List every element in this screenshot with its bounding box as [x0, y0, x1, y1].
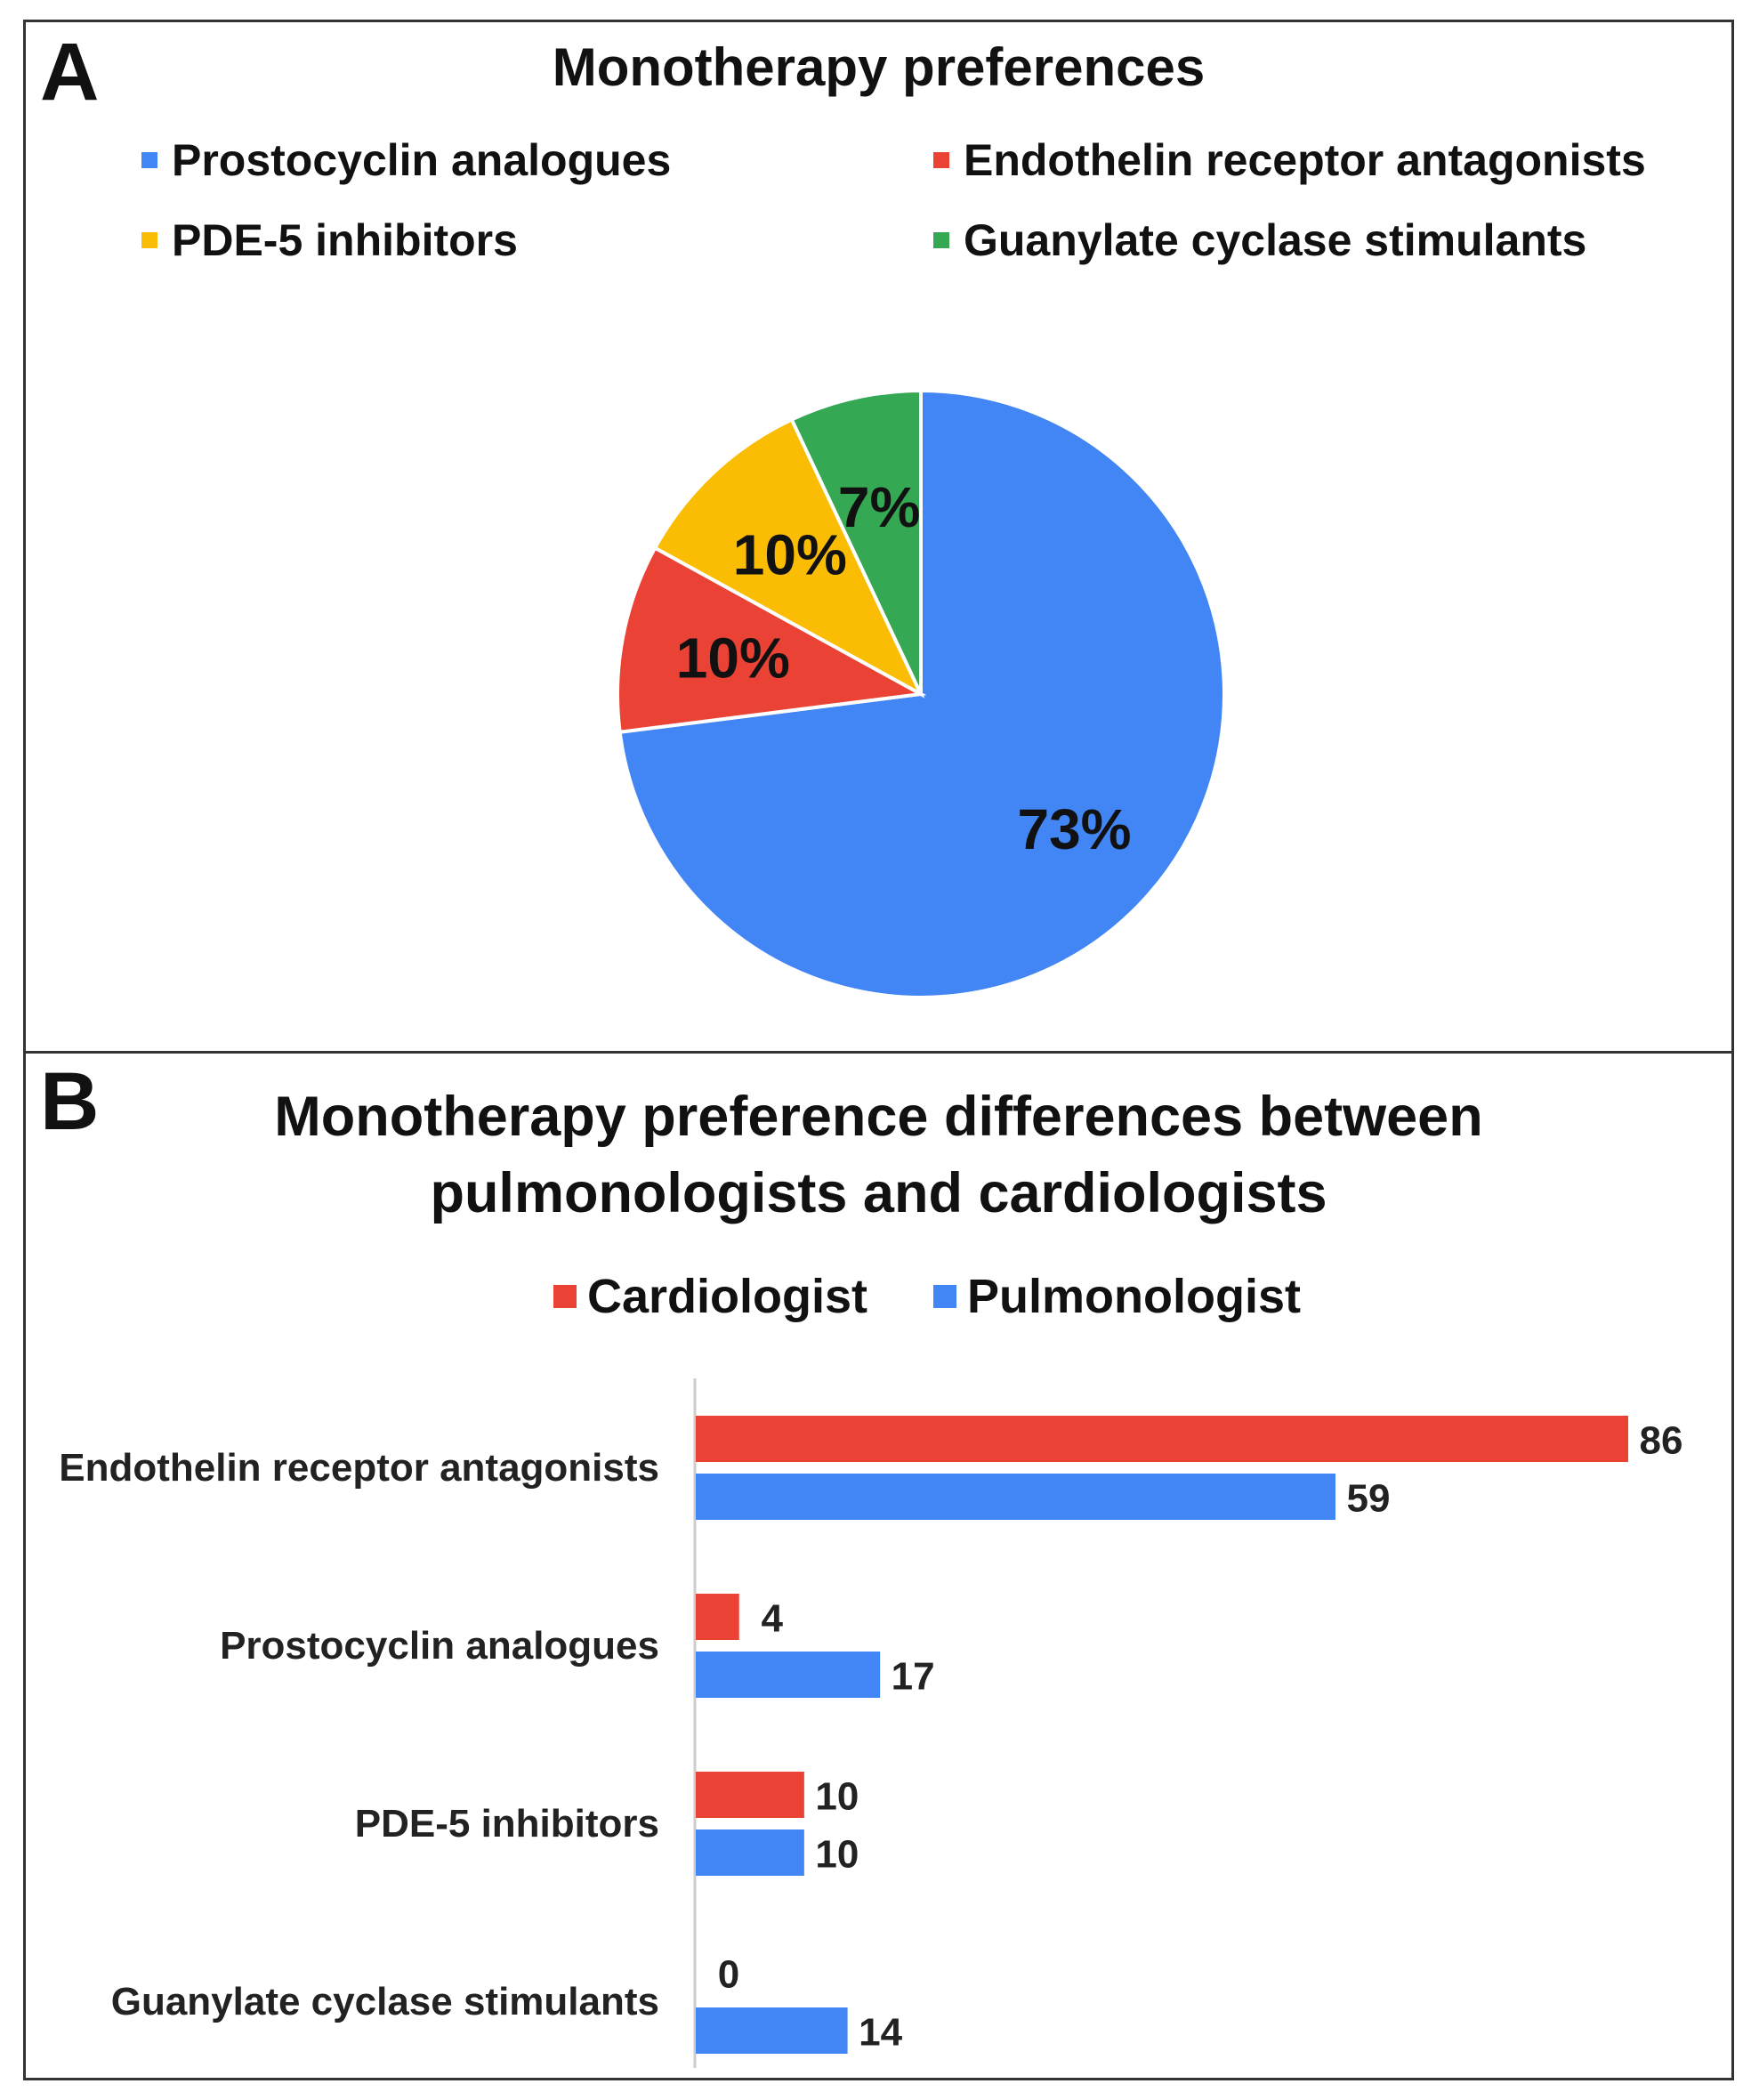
- bar-value-label-pulmonologist-guanylate-cyclase-stimulants: 14: [859, 2011, 902, 2055]
- bar-value-label-cardiologist-endothelin-receptor-antagonists: 86: [1640, 1419, 1683, 1463]
- bar-value-label-pulmonologist-endothelin-receptor-antagonists: 59: [1347, 1477, 1391, 1521]
- pie-slice-endothelin-receptor-antagonists: [616, 545, 927, 734]
- bar-legend-item-cardiologist: Cardiologist: [553, 1272, 867, 1321]
- legend-label: Cardiologist: [587, 1270, 868, 1323]
- bar-pulmonologist-prostocyclin-analogues: [696, 1652, 881, 1698]
- bar-chart: Endothelin receptor antagonists 86 59 Prost…: [59, 1378, 1683, 2068]
- legend-swatch: [933, 1285, 956, 1308]
- legend-label: Prostocyclin analogues: [172, 135, 672, 185]
- pie-legend-item-prostocyclin-analogues: Prostocyclin analogues: [141, 138, 671, 182]
- legend-swatch: [141, 232, 157, 248]
- pie-legend-item-guanylate-cyclase-stimulants: Guanylate cyclase stimulants: [933, 218, 1586, 262]
- pie-chart: 73%10%10%7%: [616, 388, 1226, 999]
- pie-slice-label-guanylate-cyclase-stimulants: 7%: [838, 475, 921, 539]
- bar-cardiologist-endothelin-receptor-antagonists: [696, 1416, 1628, 1462]
- legend-label: Guanylate cyclase stimulants: [964, 215, 1587, 265]
- pie-slice-label-pde-5-inhibitors: 10%: [733, 522, 847, 586]
- category-label-guanylate-cyclase-stimulants: Guanylate cyclase stimulants: [111, 1980, 659, 2023]
- bar-pulmonologist-pde-5-inhibitors: [696, 1829, 804, 1876]
- bar-value-label-cardiologist-guanylate-cyclase-stimulants: 0: [718, 1953, 739, 1997]
- bar-pulmonologist-endothelin-receptor-antagonists: [696, 1474, 1335, 1520]
- category-label-prostocyclin-analogues: Prostocyclin analogues: [220, 1624, 659, 1668]
- pie-slice-pde-5-inhibitors: [652, 416, 925, 699]
- panel-a: A Monotherapy preferences Prostocyclin a…: [23, 20, 1734, 1054]
- category-label-endothelin-receptor-antagonists: Endothelin receptor antagonists: [59, 1446, 659, 1490]
- pie-slice-label-endothelin-receptor-antagonists: 10%: [676, 626, 790, 691]
- pie-legend-item-endothelin-receptor-antagonists: Endothelin receptor antagonists: [933, 138, 1646, 182]
- bar-value-label-cardiologist-prostocyclin-analogues: 4: [762, 1597, 784, 1641]
- bar-cardiologist-pde-5-inhibitors: [696, 1772, 804, 1818]
- pie-chart-title: Monotherapy preferences: [552, 37, 1206, 97]
- pie-slice-label-prostocyclin-analogues: 73%: [1017, 797, 1131, 861]
- legend-swatch: [141, 152, 157, 168]
- bar-pulmonologist-guanylate-cyclase-stimulants: [696, 2007, 848, 2054]
- pie-legend-item-pde-5-inhibitors: PDE-5 inhibitors: [141, 218, 518, 262]
- pie-slice-guanylate-cyclase-stimulants: [789, 388, 923, 695]
- legend-swatch: [933, 232, 949, 248]
- bar-value-label-pulmonologist-pde-5-inhibitors: 10: [815, 1833, 859, 1877]
- legend-label: Endothelin receptor antagonists: [964, 135, 1646, 185]
- bar-value-label-pulmonologist-prostocyclin-analogues: 17: [892, 1655, 935, 1699]
- bar-chart-title-line-1: Monotherapy preference differences betwe…: [274, 1086, 1483, 1148]
- panel-b: B Monotherapy preference differences bet…: [23, 1051, 1734, 2080]
- legend-swatch: [933, 152, 949, 168]
- legend-label: PDE-5 inhibitors: [172, 215, 518, 265]
- bar-legend-item-pulmonologist: Pulmonologist: [933, 1272, 1301, 1321]
- category-label-pde-5-inhibitors: PDE-5 inhibitors: [355, 1802, 659, 1846]
- panel-a-label: A: [40, 27, 100, 117]
- legend-label: Pulmonologist: [967, 1270, 1301, 1323]
- legend-swatch: [553, 1285, 577, 1308]
- bar-cardiologist-prostocyclin-analogues: [696, 1594, 739, 1640]
- bar-chart-title-line-2: pulmonologists and cardiologists: [430, 1162, 1327, 1224]
- bar-value-label-cardiologist-pde-5-inhibitors: 10: [815, 1775, 859, 1819]
- panel-b-label: B: [40, 1056, 100, 1147]
